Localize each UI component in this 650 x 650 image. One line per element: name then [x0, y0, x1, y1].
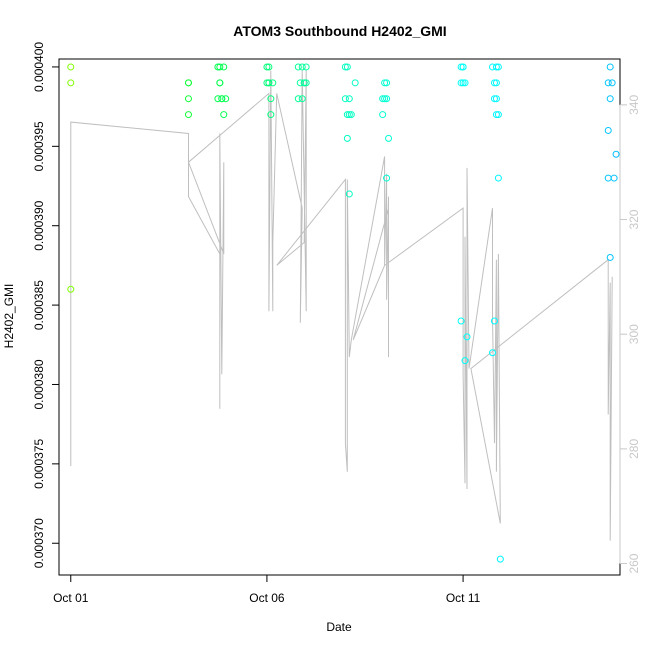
data-point: [265, 63, 273, 71]
secondary-series-line: [70, 70, 613, 541]
x-axis-label: Date: [326, 620, 352, 634]
data-point: [351, 79, 359, 87]
x-tick-label: Oct 11: [446, 591, 481, 605]
data-point: [606, 63, 614, 71]
data-point: [492, 79, 500, 87]
data-point: [459, 63, 467, 71]
data-point: [457, 317, 465, 325]
chart-title: ATOM3 Southbound H2402_GMI: [233, 23, 446, 39]
data-point: [463, 333, 471, 341]
data-point: [265, 79, 273, 87]
data-point: [184, 79, 192, 87]
data-point: [494, 63, 502, 71]
data-point: [347, 111, 355, 119]
data-point: [604, 79, 612, 87]
data-point: [379, 111, 387, 119]
data-point: [496, 555, 504, 563]
x-axis: Oct 01 Oct 06 Oct 11: [53, 574, 481, 605]
data-point: [385, 134, 393, 142]
data-point: [263, 79, 271, 87]
y-tick-label: 0.000395: [32, 121, 46, 171]
data-point: [345, 95, 353, 103]
data-point: [490, 79, 498, 87]
data-point: [608, 79, 616, 87]
data-point: [457, 79, 465, 87]
data-point: [67, 79, 75, 87]
data-point: [298, 95, 306, 103]
data-point: [216, 63, 224, 71]
y2-tick-label: 300: [627, 324, 641, 344]
y-tick-label: 0.000390: [32, 200, 46, 250]
data-point: [184, 95, 192, 103]
y2-tick-label: 320: [627, 209, 641, 229]
data-point: [494, 174, 502, 182]
data-point: [341, 63, 349, 71]
y-axis: 0.000370 0.000375 0.000380 0.000385 0.000390…: [32, 42, 60, 568]
data-point: [343, 134, 351, 142]
y-tick-label: 0.000400: [32, 42, 46, 92]
data-point: [461, 357, 469, 365]
y2-tick-label: 280: [627, 439, 641, 459]
data-point: [263, 63, 271, 71]
y-tick-label: 0.000370: [32, 518, 46, 568]
data-point: [383, 174, 391, 182]
y-tick-label: 0.000380: [32, 359, 46, 409]
data-point: [490, 317, 498, 325]
data-point: [294, 63, 302, 71]
data-point: [606, 253, 614, 261]
data-point: [345, 190, 353, 198]
data-point: [461, 79, 469, 87]
data-point: [492, 63, 500, 71]
data-point: [494, 111, 502, 119]
data-point: [214, 95, 222, 103]
data-point: [302, 63, 310, 71]
data-point: [606, 95, 614, 103]
data-point: [459, 79, 467, 87]
secondary-y-axis: 260 280 300 320 340: [619, 95, 641, 574]
y-axis-label: H2402_GMI: [2, 284, 16, 349]
data-point: [216, 79, 224, 87]
data-point: [302, 79, 310, 87]
data-point: [610, 174, 618, 182]
data-point: [220, 111, 228, 119]
data-point: [343, 63, 351, 71]
data-point: [612, 150, 620, 158]
data-point: [294, 95, 302, 103]
data-point: [457, 63, 465, 71]
data-point: [222, 95, 230, 103]
data-point: [604, 126, 612, 134]
data-point: [220, 63, 228, 71]
data-point: [298, 63, 306, 71]
data-point: [604, 174, 612, 182]
y2-tick-label: 340: [627, 95, 641, 115]
point-layer: [67, 63, 620, 563]
data-point: [267, 111, 275, 119]
data-point: [300, 79, 308, 87]
y-tick-label: 0.000375: [32, 439, 46, 489]
data-point: [381, 95, 389, 103]
data-point: [67, 285, 75, 293]
data-point: [489, 349, 496, 357]
data-point: [345, 111, 353, 119]
data-point: [383, 79, 391, 87]
secondary-line-layer: [70, 70, 613, 541]
x-tick-label: Oct 06: [249, 591, 285, 605]
data-point: [379, 95, 387, 103]
data-point: [383, 95, 391, 103]
data-point: [184, 111, 192, 119]
y2-tick-label: 260: [627, 553, 641, 573]
data-point: [341, 95, 349, 103]
data-point: [67, 63, 75, 71]
data-point: [492, 111, 500, 119]
data-point: [381, 79, 389, 87]
data-point: [343, 111, 351, 119]
data-point: [218, 95, 226, 103]
y-tick-label: 0.000385: [32, 280, 46, 330]
data-point: [492, 95, 500, 103]
data-point: [490, 95, 498, 103]
data-point: [267, 95, 275, 103]
x-tick-label: Oct 01: [53, 591, 89, 605]
